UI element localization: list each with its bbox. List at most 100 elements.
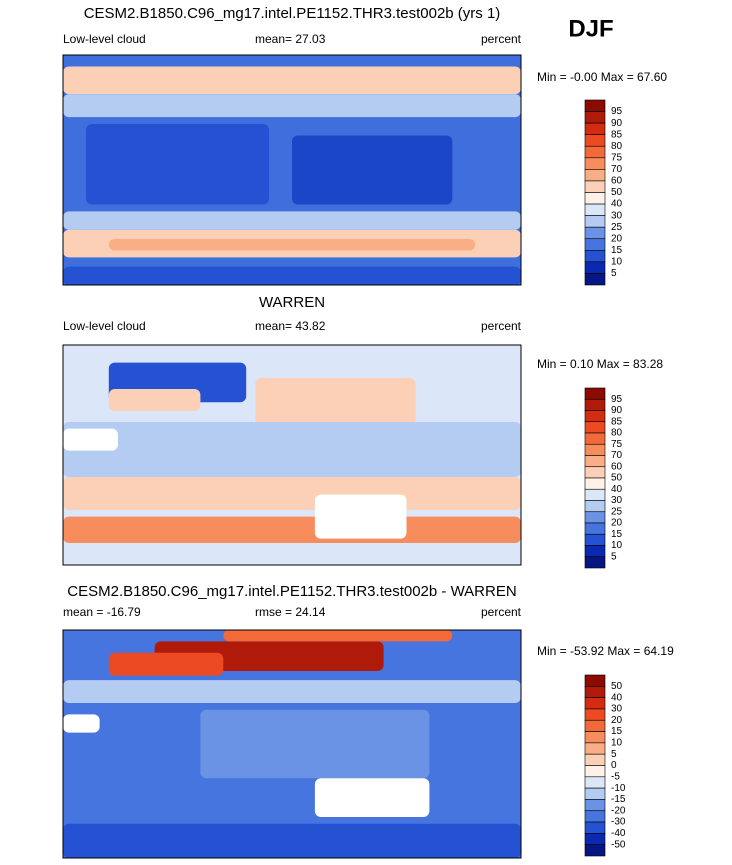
colorbar-box [584, 719, 606, 732]
colorbar-box [584, 821, 606, 834]
colorbar-label: 50 [611, 473, 623, 484]
colorbar-label: 20 [611, 715, 623, 726]
map-region [63, 422, 521, 477]
panel-title: WARREN [259, 294, 325, 311]
left-label: mean = -16.79 [63, 605, 141, 619]
colorbar-box [584, 432, 606, 445]
colorbar-label: 90 [611, 405, 623, 416]
colorbar-box [584, 708, 606, 721]
map-region [63, 428, 118, 451]
colorbar-label: -10 [611, 783, 626, 794]
colorbar-label: 60 [611, 461, 623, 472]
map-region [255, 378, 416, 433]
map-region [108, 652, 224, 676]
colorbar-box [584, 742, 606, 755]
units-label: percent [481, 32, 522, 46]
map-region [63, 680, 521, 703]
center-label: rmse = 24.14 [255, 605, 326, 619]
colorbar-label: 0 [611, 760, 617, 771]
colorbar-box [584, 192, 606, 205]
colorbar-box [584, 157, 606, 170]
colorbar-box [584, 787, 606, 800]
colorbar-box [584, 833, 606, 845]
colorbar-label: 15 [611, 726, 623, 737]
colorbar-label: 85 [611, 129, 623, 140]
colorbar-box [584, 765, 606, 778]
map-region [63, 66, 521, 95]
colorbar-label: -20 [611, 805, 626, 816]
map-region [292, 135, 453, 205]
colorbar-label: 80 [611, 141, 623, 152]
map-region [314, 778, 430, 817]
colorbar-box [584, 421, 606, 434]
colorbar-label: 20 [611, 518, 623, 529]
colorbar-box [584, 799, 606, 812]
colorbar-box [584, 810, 606, 823]
map-region [63, 477, 521, 510]
colorbar-label: 40 [611, 692, 623, 703]
colorbar-box [584, 844, 606, 857]
colorbar-label: -5 [611, 771, 620, 782]
colorbar-label: 75 [611, 439, 623, 450]
colorbar-box [584, 99, 606, 112]
map-frame [62, 344, 522, 566]
colorbar-box [584, 145, 606, 159]
colorbar-box [584, 776, 606, 789]
map-region [85, 124, 270, 205]
colorbar-label: 30 [611, 210, 623, 221]
center-label: mean= 27.03 [255, 32, 326, 46]
colorbar-label: 75 [611, 152, 623, 163]
colorbar-label: 25 [611, 506, 623, 517]
units-label: percent [481, 605, 522, 619]
colorbar-label: 95 [611, 106, 623, 117]
colorbar-box [584, 203, 606, 216]
left-label: Low-level cloud [63, 319, 146, 333]
colorbar-box [584, 731, 606, 744]
colorbar-box [584, 398, 606, 411]
colorbar-box [584, 387, 606, 400]
map-region [63, 714, 100, 733]
colorbar-box [584, 410, 606, 423]
map-frame [62, 54, 522, 286]
colorbar-box [584, 753, 606, 766]
map-region [63, 516, 521, 543]
colorbar-label: 5 [611, 749, 617, 760]
colorbar-box [584, 545, 606, 558]
map-region [200, 709, 430, 779]
colorbar-box [584, 511, 606, 524]
colorbar-box [584, 455, 606, 468]
colorbar-box [584, 111, 606, 124]
colorbar-box [584, 443, 606, 456]
colorbar-box [584, 533, 606, 546]
colorbar-label: 20 [611, 233, 623, 244]
map-region [223, 630, 453, 642]
colorbar-box [584, 261, 606, 274]
left-label: Low-level cloud [63, 32, 146, 46]
colorbar-box [584, 238, 606, 251]
panel-title: CESM2.B1850.C96_mg17.intel.PE1152.THR3.t… [67, 583, 516, 600]
colorbar-box [584, 273, 606, 286]
colorbar-label: -50 [611, 839, 626, 850]
colorbar-box [584, 134, 606, 147]
map-region [63, 823, 521, 858]
map-region [63, 266, 521, 285]
colorbar-box [584, 477, 606, 490]
colorbar-box [584, 697, 606, 710]
season-label: DJF [568, 15, 613, 42]
colorbar-label: 80 [611, 428, 623, 439]
colorbar-box [584, 500, 606, 513]
colorbar-label: 70 [611, 164, 623, 175]
map-region [108, 389, 201, 411]
colorbar-box [584, 180, 606, 193]
colorbar-label: 70 [611, 450, 623, 461]
colorbar-label: 50 [611, 187, 623, 198]
min-max: Min = -53.92 Max = 64.19 [537, 644, 674, 658]
colorbar-box [584, 169, 606, 182]
colorbar-label: 60 [611, 176, 623, 187]
colorbar-label: 90 [611, 118, 623, 129]
units-label: percent [481, 319, 522, 333]
min-max: Min = 0.10 Max = 83.28 [537, 357, 663, 371]
colorbar-label: 5 [611, 551, 617, 562]
map-region [108, 239, 476, 251]
colorbar-label: -40 [611, 828, 626, 839]
